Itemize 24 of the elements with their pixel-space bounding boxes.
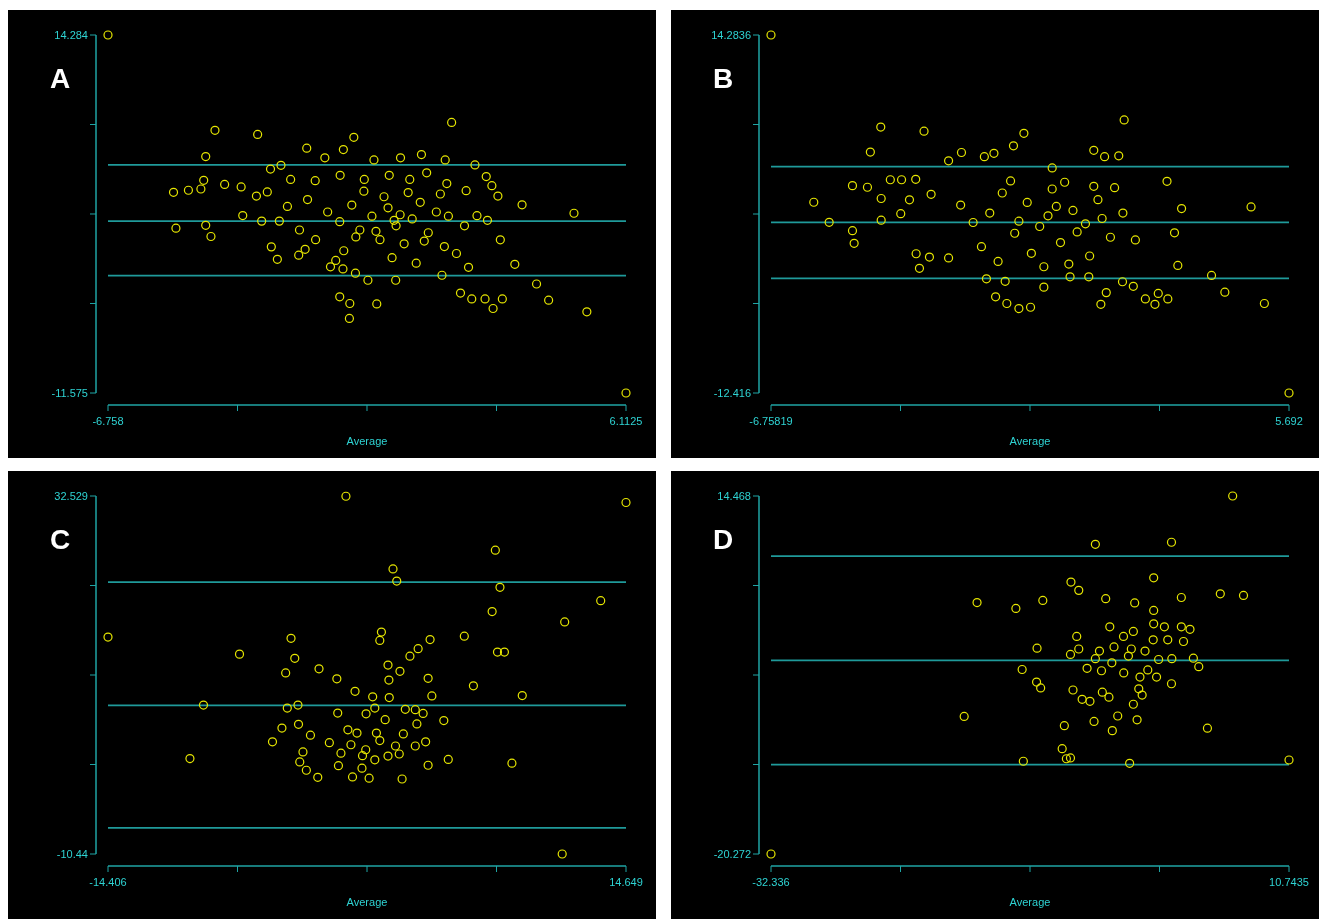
x-tick-label: 5.692 bbox=[1275, 415, 1303, 427]
text: A bbox=[50, 63, 71, 94]
x-tick-label: -14.406 bbox=[89, 876, 127, 888]
y-tick-label: -12.416 bbox=[713, 386, 751, 399]
x-tick-label: 10.7435 bbox=[1269, 876, 1309, 888]
y-tick-label: 14.284 bbox=[54, 28, 88, 41]
x-tick-label: -32.336 bbox=[752, 876, 790, 888]
y-tick-label: 32.529 bbox=[54, 489, 88, 502]
x-tick-label: -6.758 bbox=[92, 415, 124, 427]
y-tick-label: -10.44 bbox=[56, 847, 88, 860]
x-tick-label: -6.75819 bbox=[749, 415, 793, 427]
text: C bbox=[50, 524, 71, 555]
x-axis-title: Average bbox=[1009, 896, 1051, 908]
x-tick-label: 14.649 bbox=[609, 876, 643, 888]
x-axis-title: Average bbox=[1009, 435, 1051, 447]
text: B bbox=[713, 63, 734, 94]
x-axis-title: Average bbox=[346, 435, 388, 447]
y-tick-label: -11.575 bbox=[51, 386, 88, 399]
text: D bbox=[713, 524, 734, 555]
y-tick-label: 14.468 bbox=[717, 489, 751, 502]
y-tick-label: -20.272 bbox=[713, 847, 751, 860]
x-axis-title: Average bbox=[346, 896, 388, 908]
y-tick-label: 14.2836 bbox=[711, 28, 751, 41]
x-tick-label: 6.1125 bbox=[609, 415, 643, 427]
